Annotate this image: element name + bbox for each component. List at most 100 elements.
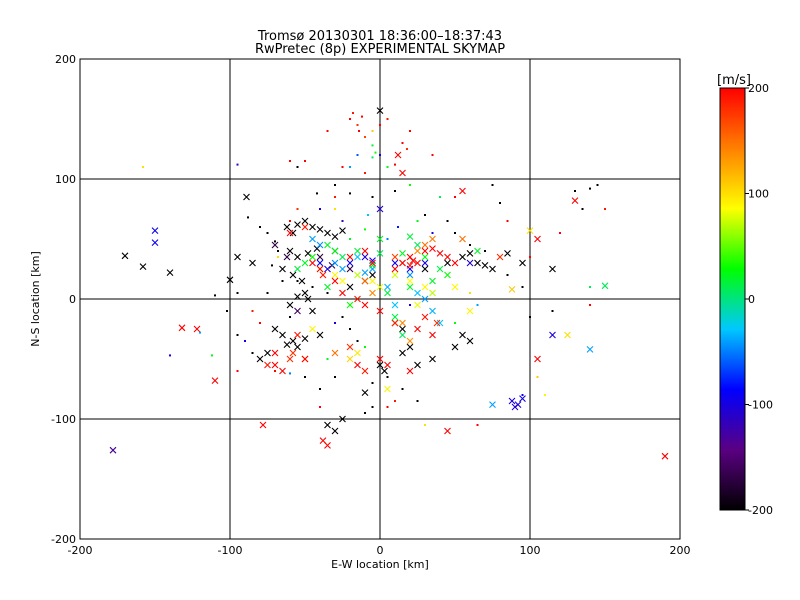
data-point-dot (386, 406, 389, 408)
data-point-dot (326, 292, 329, 294)
data-point-dot (371, 144, 374, 147)
data-point-x (301, 355, 309, 363)
data-point-x (354, 271, 361, 279)
data-point-x (406, 277, 414, 285)
data-point-x (384, 361, 391, 369)
data-point-x (508, 397, 516, 405)
data-point-dot (289, 372, 291, 375)
data-point-x (376, 205, 384, 213)
data-point-dot (334, 322, 336, 324)
data-point-dot (236, 292, 239, 294)
data-point-x (466, 337, 474, 345)
data-point-x (354, 253, 361, 261)
data-point-x (211, 377, 219, 384)
y-tick-label: -100 (51, 413, 76, 426)
data-point-dot (259, 226, 261, 228)
data-point-dot (431, 154, 434, 156)
data-point-x (339, 277, 346, 285)
y-tick-label: 200 (55, 53, 76, 66)
data-point-x (519, 395, 526, 402)
data-point-dot (326, 358, 329, 360)
data-point-x (661, 452, 669, 460)
data-point-x (369, 277, 376, 285)
data-point-x (549, 265, 556, 273)
data-point-x (339, 253, 346, 261)
data-point-x (319, 271, 327, 279)
data-point-x (414, 361, 421, 369)
data-point-dot (409, 130, 411, 132)
data-point-x (309, 307, 316, 315)
data-point-x (301, 217, 309, 225)
data-point-x (376, 307, 384, 315)
x-axis-ticks: -200 -100 0 100 200 (68, 533, 691, 557)
data-point-x (324, 442, 331, 449)
data-point-dot (352, 112, 354, 114)
data-point-dot (341, 220, 344, 222)
data-point-dot (454, 232, 456, 234)
data-point-x (289, 271, 297, 279)
data-point-x (391, 313, 399, 321)
data-point-x (331, 427, 339, 435)
data-point-x (444, 427, 451, 435)
data-point-dot (454, 196, 456, 198)
data-point-x (466, 307, 474, 315)
data-point-x (384, 283, 391, 291)
data-point-x (421, 253, 429, 261)
data-point-x (451, 259, 459, 267)
data-point-x (406, 283, 414, 291)
data-point-dot (274, 370, 276, 372)
data-point-dot (326, 130, 329, 132)
data-point-x (414, 325, 421, 333)
data-point-x (444, 259, 451, 267)
data-point-x (256, 355, 264, 363)
colorbar-tick-label: 200 (748, 82, 769, 95)
data-point-x (433, 319, 441, 327)
data-point-dot (379, 124, 381, 126)
data-point-dot (334, 196, 336, 198)
data-point-dot (589, 187, 591, 190)
data-point-x (304, 295, 312, 303)
data-point-x (298, 277, 306, 285)
data-point-x (361, 389, 369, 396)
data-point-x (376, 107, 384, 114)
data-point-x (331, 271, 339, 279)
x-axis-label: E-W location [km] (331, 558, 429, 571)
data-point-x (376, 283, 384, 291)
data-point-x (193, 325, 201, 333)
data-point-x (391, 301, 399, 309)
data-point-x (436, 265, 444, 273)
data-point-x (324, 229, 331, 237)
data-point-x (324, 283, 331, 291)
data-point-dot (529, 316, 531, 318)
colorbar (719, 87, 746, 511)
data-point-dot (251, 310, 254, 312)
data-point-x (421, 313, 429, 321)
data-point-dot (289, 220, 291, 222)
data-point-dot (424, 424, 426, 426)
data-point-x (304, 250, 312, 257)
data-point-x (151, 239, 159, 246)
data-point-dot (349, 328, 351, 330)
colorbar-ticks: -200 -100 0 100 200 (745, 82, 773, 517)
data-point-x (504, 250, 511, 257)
data-point-x (309, 259, 316, 267)
colorbar-tick-label: -200 (748, 504, 773, 517)
data-point-x (391, 265, 399, 273)
data-point-dot (244, 340, 246, 342)
data-point-dot (506, 220, 509, 222)
data-point-dot (476, 424, 479, 426)
data-point-x (301, 289, 309, 297)
data-point-dot (589, 304, 591, 306)
data-point-x (414, 247, 421, 255)
data-point-x (339, 289, 346, 297)
data-point-x (376, 250, 384, 257)
data-point-dot (364, 228, 366, 231)
chart-title: Tromsø 20130301 18:36:00–18:37:43 (257, 29, 502, 44)
data-point-x (481, 262, 489, 269)
data-point-dot (311, 286, 314, 288)
data-point-dot (236, 163, 239, 166)
data-point-dot (371, 382, 374, 384)
data-point-x (259, 421, 267, 429)
data-point-x (369, 289, 376, 297)
data-point-dot (274, 240, 276, 243)
